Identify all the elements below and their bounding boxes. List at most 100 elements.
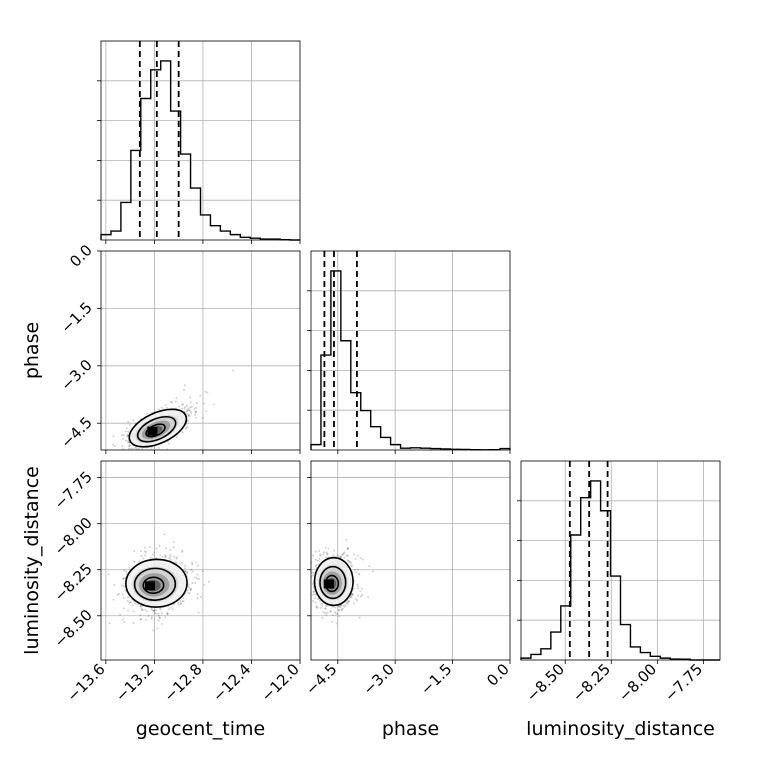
sample-point bbox=[324, 607, 327, 610]
sample-point bbox=[314, 558, 317, 561]
sample-point bbox=[117, 458, 119, 460]
sample-point bbox=[190, 588, 193, 591]
sample-point bbox=[204, 390, 207, 393]
sample-point bbox=[350, 594, 353, 597]
sample-point bbox=[166, 448, 169, 450]
sample-point bbox=[149, 556, 152, 559]
sample-point bbox=[196, 564, 199, 567]
sample-point bbox=[353, 602, 356, 605]
sample-point bbox=[155, 612, 158, 615]
sample-point bbox=[151, 553, 154, 556]
sample-point bbox=[113, 583, 116, 586]
sample-point bbox=[314, 601, 317, 604]
sample-point bbox=[122, 597, 125, 600]
hist-panel-phase bbox=[307, 250, 511, 454]
sample-point bbox=[135, 447, 138, 450]
sample-point bbox=[122, 434, 125, 437]
sample-point bbox=[212, 403, 215, 406]
sample-point bbox=[206, 391, 209, 394]
sample-point bbox=[112, 598, 115, 601]
x-axis-label-phase: phase bbox=[382, 718, 439, 740]
sample-point bbox=[170, 401, 173, 404]
sample-point bbox=[325, 613, 328, 616]
sample-point bbox=[166, 613, 169, 616]
sample-point bbox=[358, 616, 361, 619]
sample-point bbox=[128, 601, 131, 604]
sample-point bbox=[150, 617, 153, 620]
sample-point bbox=[188, 409, 191, 412]
sample-point bbox=[157, 619, 160, 622]
axes-frame bbox=[100, 250, 301, 451]
samples bbox=[306, 538, 375, 625]
sample-point bbox=[314, 550, 317, 553]
sample-point bbox=[123, 450, 125, 452]
sample-point bbox=[337, 608, 340, 611]
sample-point bbox=[187, 413, 190, 416]
x-axis-label-geocent_time: geocent_time bbox=[136, 718, 265, 740]
sample-point bbox=[122, 437, 125, 440]
sample-point bbox=[315, 564, 318, 567]
samples bbox=[112, 369, 234, 460]
sample-point bbox=[345, 538, 348, 541]
sample-point bbox=[329, 610, 332, 613]
sample-point bbox=[312, 590, 315, 593]
sample-point bbox=[181, 600, 184, 603]
sample-point bbox=[140, 609, 143, 612]
sample-point bbox=[338, 605, 341, 608]
sample-point bbox=[191, 570, 194, 573]
sample-point bbox=[321, 602, 324, 605]
sample-point bbox=[184, 570, 187, 573]
sample-point bbox=[368, 565, 371, 568]
sample-point bbox=[306, 596, 308, 598]
sample-point bbox=[181, 403, 184, 406]
sample-point bbox=[164, 403, 167, 406]
sample-point bbox=[195, 406, 198, 409]
sample-point bbox=[183, 389, 186, 392]
sample-point bbox=[334, 606, 337, 609]
sample-point bbox=[190, 568, 193, 571]
sample-point bbox=[184, 427, 187, 430]
sample-point bbox=[203, 583, 206, 586]
sample-point bbox=[123, 569, 126, 572]
sample-point bbox=[127, 421, 130, 424]
sample-point bbox=[139, 617, 142, 620]
sample-point bbox=[181, 431, 184, 434]
sample-point bbox=[309, 580, 311, 582]
sample-point bbox=[125, 570, 128, 573]
sample-point bbox=[157, 446, 160, 449]
sample-point bbox=[184, 564, 187, 567]
sample-point bbox=[307, 595, 309, 597]
sample-point bbox=[169, 549, 172, 552]
sample-point bbox=[320, 602, 323, 605]
sample-point bbox=[155, 609, 158, 612]
sample-point bbox=[189, 588, 192, 591]
sample-point bbox=[321, 604, 324, 607]
sample-point bbox=[344, 604, 347, 607]
sample-point bbox=[361, 558, 364, 561]
sample-point bbox=[148, 546, 151, 549]
sample-point bbox=[185, 404, 188, 407]
scatter-panel-geocent_time-phase: 0.0 −1.5 −3.0 −4.5 bbox=[57, 241, 301, 460]
sample-point bbox=[357, 572, 360, 575]
sample-point bbox=[356, 554, 359, 557]
sample-point bbox=[318, 549, 321, 552]
sample-point bbox=[158, 617, 161, 620]
grid bbox=[101, 251, 300, 450]
sample-point bbox=[347, 600, 350, 603]
sample-point bbox=[357, 568, 360, 571]
sample-point bbox=[124, 430, 127, 433]
sample-point bbox=[145, 610, 148, 613]
sample-point bbox=[172, 608, 175, 611]
sample-point bbox=[139, 605, 142, 608]
sample-point bbox=[124, 439, 127, 442]
sample-point bbox=[181, 561, 184, 564]
sample-point bbox=[335, 622, 338, 625]
sample-point bbox=[346, 600, 349, 603]
x-tick-label: −8.25 bbox=[569, 660, 614, 705]
sample-point bbox=[194, 581, 197, 584]
sample-point bbox=[360, 595, 363, 598]
x-tick-label: −13.6 bbox=[63, 660, 108, 705]
sample-point bbox=[172, 540, 175, 543]
sample-point bbox=[197, 611, 200, 614]
sample-point bbox=[182, 597, 185, 600]
